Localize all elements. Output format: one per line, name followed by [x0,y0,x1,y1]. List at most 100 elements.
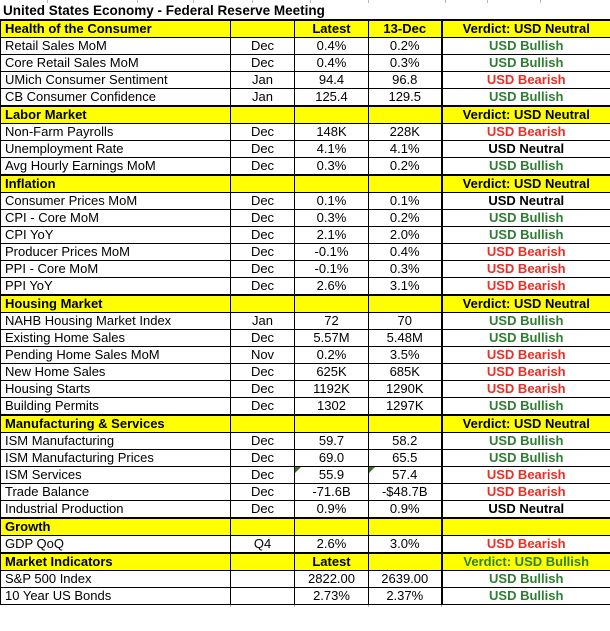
section-month-cell[interactable] [230,294,295,313]
latest-value-cell[interactable]: 0.4% [294,54,369,72]
month-cell[interactable]: Dec [230,140,295,158]
month-cell[interactable]: Dec [230,123,295,141]
indicator-label-cell[interactable]: Unemployment Rate [0,140,231,158]
month-cell[interactable]: Jan [230,88,295,107]
latest-value-cell[interactable]: 2.73% [294,587,369,605]
verdict-cell[interactable]: USD Bearish [440,260,610,278]
latest-value-cell[interactable]: 72 [294,312,369,330]
previous-value-cell[interactable]: 5.48M [368,329,442,347]
month-cell[interactable]: Q4 [230,535,295,554]
section-prev-header-cell[interactable] [368,414,442,433]
section-prev-header-cell[interactable] [368,552,442,571]
verdict-cell[interactable]: USD Bearish [440,71,610,89]
section-verdict-cell[interactable]: Verdict: USD Neutral [440,414,610,433]
latest-value-cell[interactable]: 148K [294,123,369,141]
month-cell[interactable]: Dec [230,209,295,227]
previous-value-cell[interactable]: 4.1% [368,140,442,158]
indicator-label-cell[interactable]: Non-Farm Payrolls [0,123,231,141]
indicator-label-cell[interactable]: New Home Sales [0,363,231,381]
previous-value-cell[interactable]: 2639.00 [368,570,442,588]
section-latest-header-cell[interactable] [294,174,369,193]
verdict-cell[interactable]: USD Neutral [440,500,610,519]
previous-value-cell[interactable]: 0.1% [368,192,442,210]
section-name-cell[interactable]: Manufacturing & Services [0,414,231,433]
indicator-label-cell[interactable]: PPI - Core MoM [0,260,231,278]
latest-value-cell[interactable]: 1192K [294,380,369,398]
verdict-cell[interactable]: USD Neutral [440,192,610,210]
previous-value-cell[interactable]: 3.0% [368,535,442,554]
section-name-cell[interactable]: Growth [0,517,231,536]
indicator-label-cell[interactable]: Building Permits [0,397,231,416]
indicator-label-cell[interactable]: CB Consumer Confidence [0,88,231,107]
section-month-cell[interactable] [230,174,295,193]
previous-value-cell[interactable]: 1290K [368,380,442,398]
verdict-cell[interactable]: USD Bullish [440,449,610,467]
section-latest-header-cell[interactable] [294,414,369,433]
latest-value-cell[interactable]: 0.4% [294,37,369,55]
indicator-label-cell[interactable]: Consumer Prices MoM [0,192,231,210]
verdict-cell[interactable]: USD Bullish [440,312,610,330]
previous-value-cell[interactable]: 685K [368,363,442,381]
month-cell[interactable]: Dec [230,363,295,381]
previous-value-cell[interactable]: 0.3% [368,54,442,72]
section-prev-header-cell[interactable] [368,174,442,193]
latest-value-cell[interactable]: 0.9% [294,500,369,519]
verdict-cell[interactable]: USD Bearish [440,243,610,261]
verdict-cell[interactable]: USD Bullish [440,570,610,588]
verdict-cell[interactable]: USD Bullish [440,209,610,227]
month-cell[interactable] [230,570,295,588]
month-cell[interactable]: Dec [230,226,295,244]
indicator-label-cell[interactable]: PPI YoY [0,277,231,296]
section-latest-header-cell[interactable]: Latest [294,552,369,571]
section-latest-header-cell[interactable]: Latest [294,19,369,38]
month-cell[interactable]: Jan [230,71,295,89]
section-verdict-cell[interactable] [440,517,610,536]
month-cell[interactable]: Dec [230,54,295,72]
previous-value-cell[interactable]: 0.2% [368,37,442,55]
month-cell[interactable]: Dec [230,192,295,210]
indicator-label-cell[interactable]: Producer Prices MoM [0,243,231,261]
latest-value-cell[interactable]: 59.7 [294,432,369,450]
verdict-cell[interactable]: USD Bearish [440,123,610,141]
indicator-label-cell[interactable]: Avg Hourly Earnings MoM [0,157,231,176]
latest-value-cell[interactable]: 0.3% [294,209,369,227]
previous-value-cell[interactable]: 57.4 [368,466,442,484]
section-verdict-cell[interactable]: Verdict: USD Neutral [440,105,610,124]
previous-value-cell[interactable]: 0.9% [368,500,442,519]
indicator-label-cell[interactable]: CPI - Core MoM [0,209,231,227]
previous-value-cell[interactable]: 0.4% [368,243,442,261]
previous-value-cell[interactable]: 70 [368,312,442,330]
month-cell[interactable]: Dec [230,260,295,278]
previous-value-cell[interactable]: 0.2% [368,157,442,176]
verdict-cell[interactable]: USD Bullish [440,54,610,72]
latest-value-cell[interactable]: 5.57M [294,329,369,347]
latest-value-cell[interactable]: 1302 [294,397,369,416]
verdict-cell[interactable]: USD Bullish [440,226,610,244]
indicator-label-cell[interactable]: Pending Home Sales MoM [0,346,231,364]
previous-value-cell[interactable]: 1297K [368,397,442,416]
section-verdict-cell[interactable]: Verdict: USD Neutral [440,19,610,38]
section-verdict-cell[interactable]: Verdict: USD Bullish [440,552,610,571]
previous-value-cell[interactable]: 0.3% [368,260,442,278]
latest-value-cell[interactable]: 2.6% [294,535,369,554]
section-month-cell[interactable] [230,19,295,38]
month-cell[interactable]: Dec [230,466,295,484]
latest-value-cell[interactable]: 2822.00 [294,570,369,588]
month-cell[interactable]: Dec [230,397,295,416]
month-cell[interactable]: Nov [230,346,295,364]
section-prev-header-cell[interactable] [368,105,442,124]
section-latest-header-cell[interactable] [294,105,369,124]
section-latest-header-cell[interactable] [294,517,369,536]
verdict-cell[interactable]: USD Bullish [440,157,610,176]
verdict-cell[interactable]: USD Bullish [440,432,610,450]
previous-value-cell[interactable]: 129.5 [368,88,442,107]
latest-value-cell[interactable]: 94.4 [294,71,369,89]
section-month-cell[interactable] [230,552,295,571]
section-name-cell[interactable]: Housing Market [0,294,231,313]
latest-value-cell[interactable]: 69.0 [294,449,369,467]
indicator-label-cell[interactable]: Trade Balance [0,483,231,501]
latest-value-cell[interactable]: 0.3% [294,157,369,176]
month-cell[interactable]: Dec [230,157,295,176]
indicator-label-cell[interactable]: Retail Sales MoM [0,37,231,55]
previous-value-cell[interactable]: 58.2 [368,432,442,450]
